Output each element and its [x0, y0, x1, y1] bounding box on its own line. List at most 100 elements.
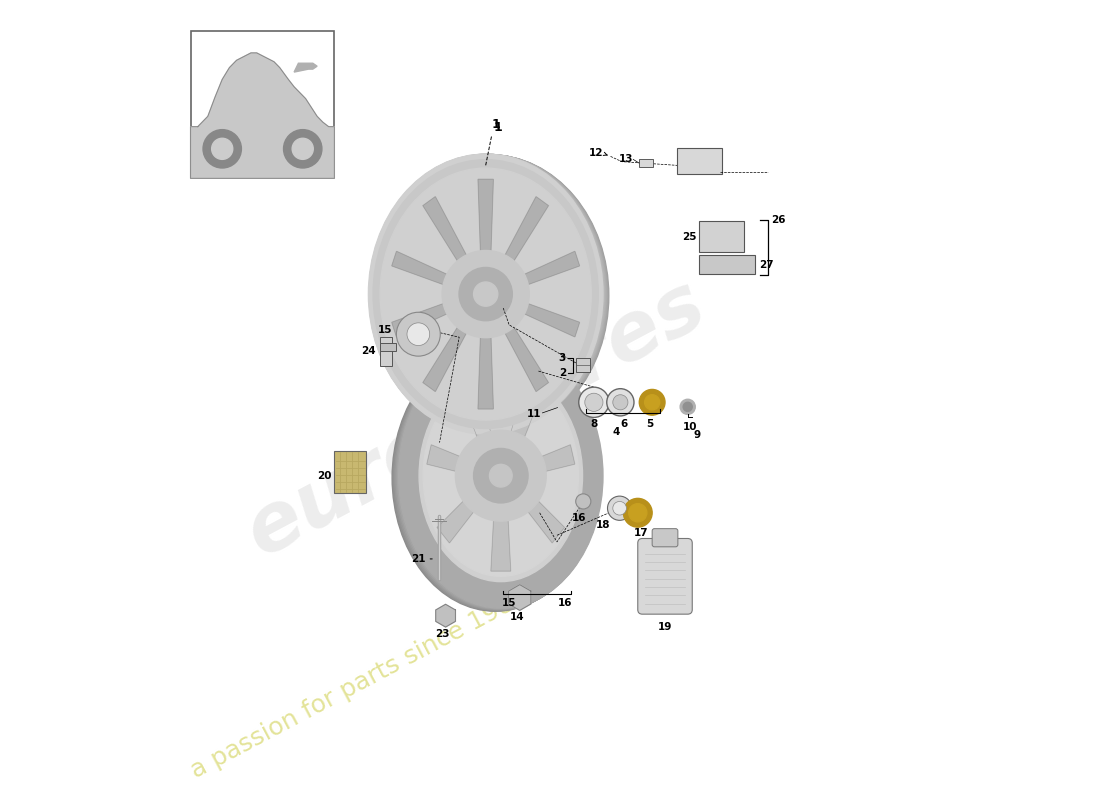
- Ellipse shape: [398, 343, 603, 608]
- Bar: [190, 30, 334, 178]
- Ellipse shape: [392, 344, 598, 611]
- Text: 15: 15: [378, 326, 393, 335]
- Circle shape: [629, 504, 647, 522]
- Text: 23: 23: [436, 629, 450, 638]
- Circle shape: [613, 394, 628, 410]
- Text: 18: 18: [596, 520, 611, 530]
- Polygon shape: [507, 298, 580, 337]
- Ellipse shape: [381, 168, 591, 420]
- Text: 19: 19: [658, 622, 672, 632]
- Text: 9: 9: [693, 430, 701, 440]
- FancyBboxPatch shape: [700, 222, 745, 252]
- Text: 12: 12: [588, 147, 603, 158]
- FancyBboxPatch shape: [678, 148, 722, 174]
- Circle shape: [293, 138, 314, 159]
- Polygon shape: [424, 311, 475, 391]
- Text: 15: 15: [502, 598, 516, 608]
- Ellipse shape: [370, 154, 604, 434]
- Polygon shape: [190, 53, 334, 178]
- Bar: [334, 450, 366, 493]
- Bar: [576, 358, 590, 372]
- Ellipse shape: [368, 154, 604, 434]
- Ellipse shape: [368, 154, 603, 434]
- Ellipse shape: [442, 250, 529, 338]
- Text: 21: 21: [411, 554, 426, 564]
- Circle shape: [613, 502, 626, 515]
- Polygon shape: [496, 197, 548, 277]
- Text: a passion for parts since 1985: a passion for parts since 1985: [187, 584, 532, 783]
- Ellipse shape: [424, 375, 579, 576]
- Text: 6: 6: [620, 419, 628, 429]
- Text: 16: 16: [558, 598, 572, 608]
- Polygon shape: [478, 318, 493, 409]
- Ellipse shape: [371, 154, 606, 436]
- Circle shape: [607, 496, 631, 520]
- Polygon shape: [491, 498, 510, 571]
- Polygon shape: [507, 251, 580, 291]
- FancyBboxPatch shape: [638, 538, 692, 614]
- Ellipse shape: [459, 267, 513, 321]
- FancyBboxPatch shape: [639, 159, 653, 167]
- Text: 13: 13: [618, 154, 634, 165]
- Circle shape: [680, 399, 695, 414]
- Text: 14: 14: [509, 612, 524, 622]
- Circle shape: [624, 498, 652, 527]
- Bar: [379, 338, 392, 366]
- Ellipse shape: [474, 449, 528, 503]
- Text: 1: 1: [493, 122, 502, 134]
- Ellipse shape: [396, 344, 602, 610]
- Polygon shape: [521, 445, 574, 477]
- Ellipse shape: [394, 344, 600, 610]
- Polygon shape: [460, 386, 496, 458]
- Ellipse shape: [397, 343, 602, 609]
- Polygon shape: [436, 604, 455, 627]
- Circle shape: [204, 130, 241, 168]
- Text: 2: 2: [559, 368, 565, 378]
- Text: 4: 4: [613, 426, 620, 437]
- Circle shape: [575, 494, 591, 509]
- Bar: [379, 343, 396, 351]
- FancyBboxPatch shape: [700, 254, 755, 274]
- Polygon shape: [392, 298, 464, 337]
- Text: 10: 10: [683, 422, 697, 432]
- Circle shape: [683, 402, 692, 411]
- Ellipse shape: [371, 154, 606, 435]
- Circle shape: [579, 387, 609, 418]
- Circle shape: [645, 394, 660, 410]
- Circle shape: [607, 389, 634, 416]
- Ellipse shape: [474, 282, 498, 306]
- Text: 20: 20: [317, 470, 331, 481]
- Ellipse shape: [490, 464, 513, 487]
- Polygon shape: [427, 445, 480, 477]
- Text: eurospares: eurospares: [232, 265, 718, 573]
- Ellipse shape: [372, 154, 607, 436]
- Text: 17: 17: [634, 528, 648, 538]
- Ellipse shape: [370, 154, 605, 435]
- Text: 16: 16: [572, 513, 586, 522]
- Text: 25: 25: [682, 231, 696, 242]
- Circle shape: [211, 138, 233, 159]
- Polygon shape: [478, 179, 493, 270]
- Polygon shape: [424, 197, 475, 277]
- Polygon shape: [392, 251, 464, 291]
- Ellipse shape: [373, 160, 598, 429]
- Text: 8: 8: [591, 419, 597, 429]
- Text: 24: 24: [361, 346, 376, 356]
- Text: 1: 1: [492, 118, 500, 131]
- Polygon shape: [515, 485, 564, 543]
- Text: 26: 26: [771, 215, 785, 225]
- Ellipse shape: [372, 155, 608, 436]
- Text: 27: 27: [759, 259, 773, 270]
- Polygon shape: [437, 485, 487, 543]
- Circle shape: [284, 130, 322, 168]
- Ellipse shape: [407, 323, 430, 346]
- Polygon shape: [294, 63, 317, 72]
- Text: 11: 11: [527, 410, 541, 419]
- Ellipse shape: [373, 155, 608, 437]
- Circle shape: [585, 394, 603, 411]
- Ellipse shape: [419, 370, 583, 582]
- Polygon shape: [505, 386, 541, 458]
- Circle shape: [639, 390, 665, 415]
- Ellipse shape: [396, 312, 440, 356]
- FancyBboxPatch shape: [652, 529, 678, 547]
